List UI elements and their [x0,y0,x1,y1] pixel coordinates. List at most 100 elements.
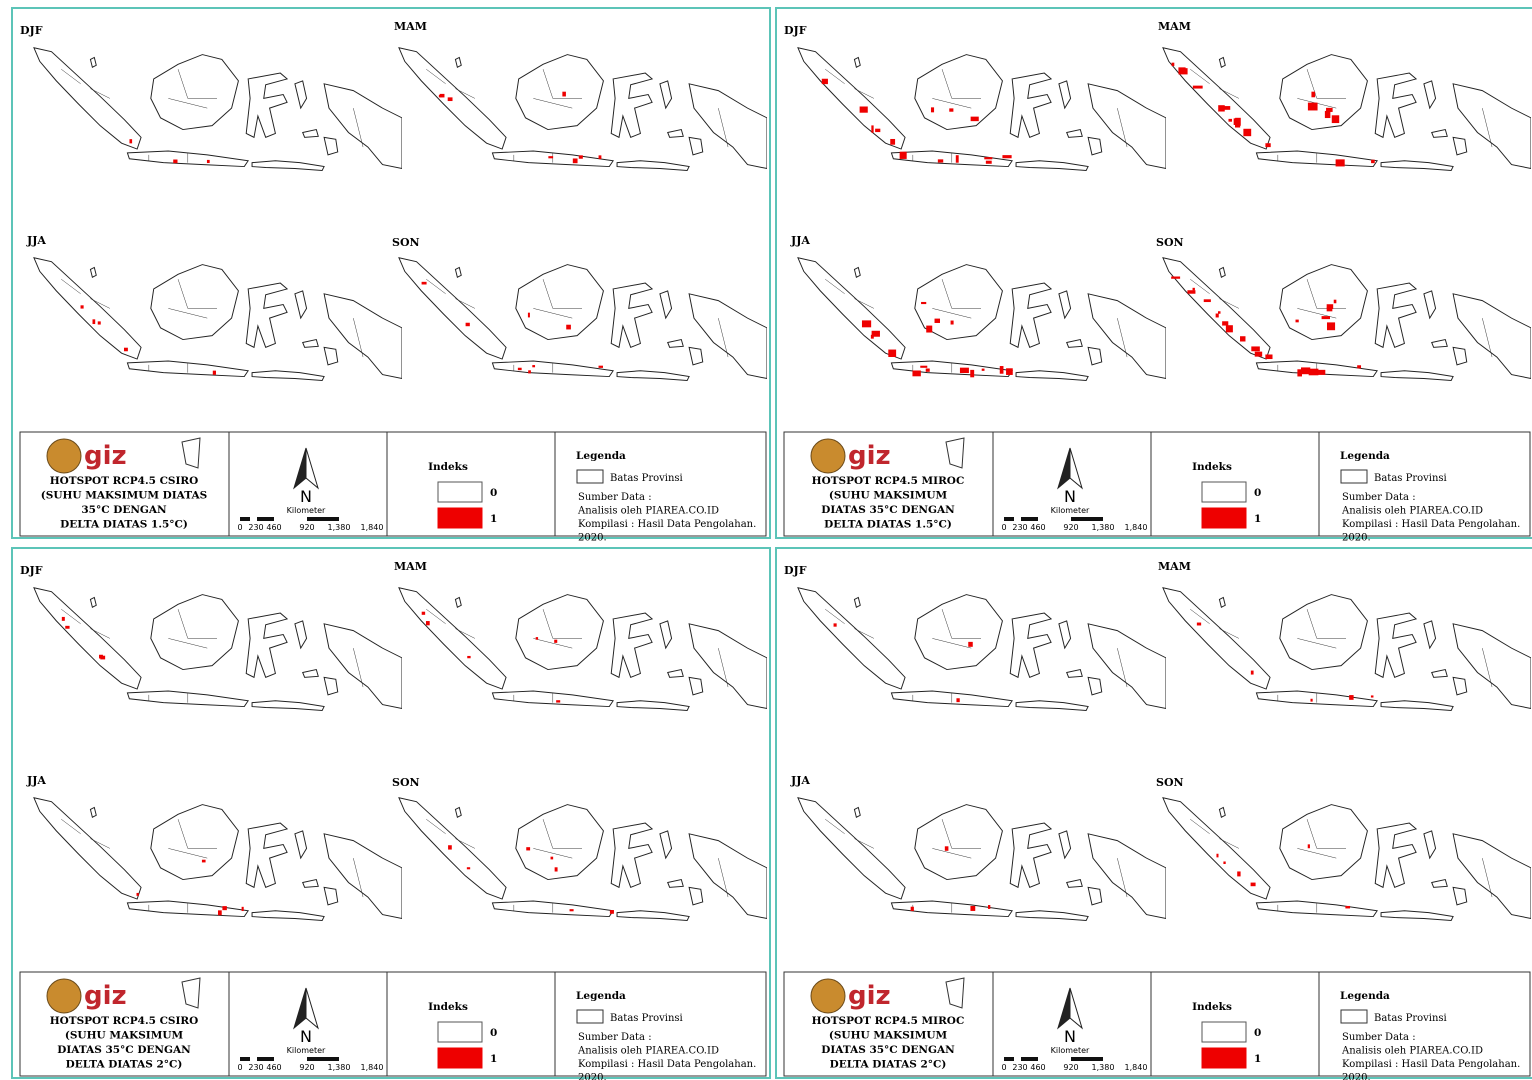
scale-label: 0 [237,1063,242,1072]
hotspot [949,108,953,111]
season-label: DJF [20,564,43,577]
hotspot [951,321,954,325]
hotspot [1240,336,1245,341]
hotspot [81,305,84,308]
hotspot [422,282,427,285]
scale-segment [1038,1057,1071,1061]
season-label: JJA [26,234,46,247]
source-line: 2020. [578,533,607,544]
map-title: DIATAS 35°C DENGAN [57,1044,191,1056]
scale-label: 1,380 [1092,1063,1115,1072]
hotspot [579,155,583,158]
hotspot [1179,68,1188,74]
north-label: N [300,1027,312,1046]
index-label: 1 [1254,1053,1261,1065]
scale-label: 460 [266,1063,281,1072]
hotspot [1326,108,1333,112]
map-title: HOTSPOT RCP4.5 MIROC [812,475,965,487]
hotspot [1204,299,1211,302]
hotspot [137,893,139,896]
hotspot [551,857,554,860]
hotspot [890,139,895,145]
hotspot [1251,346,1260,351]
map-title: (SUHU MAKSIMUM [65,1030,184,1042]
hotspot [931,107,934,112]
hotspot [971,117,979,122]
index-swatch [438,1048,482,1068]
hotspot [1171,276,1180,278]
hotspot [912,370,920,376]
index-swatch [438,1022,482,1042]
source-line: Kompilasi : Hasil Data Pengolahan. [1342,1059,1520,1070]
hotspot [426,621,430,625]
season-label: JJA [790,774,810,787]
hotspot [1325,111,1330,118]
scale-segment [1004,517,1014,521]
index-title: Indeks [1192,461,1232,473]
scale-unit: Kilometer [287,506,326,515]
hotspot [1327,304,1333,309]
scale-label: 1,840 [361,523,384,532]
hotspot [1308,844,1310,848]
scale-label: 1,840 [1125,1063,1148,1072]
hotspot [935,319,940,323]
hotspot [562,92,566,97]
hotspot [1237,871,1240,876]
hotspot [968,642,972,647]
scale-label: 920 [1063,523,1078,532]
hotspot [1218,105,1225,111]
hotspot [1308,103,1318,111]
season-label: MAM [1158,560,1191,573]
hotspot [528,313,530,318]
source-line: Sumber Data : [1342,492,1416,503]
source-line: Sumber Data : [578,1032,652,1043]
scale-segment [274,1057,307,1061]
scale-label: 460 [1030,523,1045,532]
hotspot [875,129,880,132]
hotspot [822,79,828,84]
hotspot [1216,314,1219,318]
legend-item: Batas Provinsi [1374,473,1447,484]
hotspot [570,909,574,911]
hotspot [988,905,990,909]
hotspot [422,612,425,615]
hotspot [1226,325,1233,332]
hotspot [213,371,216,375]
logo-text: giz [84,441,127,471]
index-label: 0 [1254,487,1261,499]
scale-label: 0 [1001,523,1006,532]
hotspot [518,368,522,370]
legend-swatch [577,1010,603,1023]
hotspot [900,152,907,159]
map-title: HOTSPOT RCP4.5 CSIRO [50,475,199,487]
hotspot [65,626,69,629]
hotspot [1251,671,1254,675]
scale-segment [257,1057,274,1061]
index-swatch [1202,482,1246,502]
legend-title: Legenda [576,450,626,462]
map-title: (SUHU MAKSIMUM [829,1030,948,1042]
hotspot [1002,155,1011,158]
season-label: SON [392,236,420,249]
north-label: N [300,487,312,506]
scale-label: 1,380 [328,1063,351,1072]
source-line: Analisis oleh PIAREA.CO.ID [1341,1046,1483,1057]
hotspot [555,867,558,871]
hotspot [207,160,210,163]
north-label: N [1064,1027,1076,1046]
legend-title: Legenda [576,990,626,1002]
scale-segment [1103,517,1136,521]
hotspot [173,160,177,164]
scale-label: 0 [1001,1063,1006,1072]
hotspot [548,156,553,158]
hotspot [532,365,535,367]
panel: DJFMAMJJASONgizHOTSPOT RCP4.5 MIROC(SUHU… [776,548,1532,1080]
hotspot [1296,320,1299,323]
index-title: Indeks [428,1001,468,1013]
hotspot [871,125,873,132]
hotspot [1172,63,1175,66]
source-line: Kompilasi : Hasil Data Pengolahan. [578,1059,756,1070]
scale-label: 1,380 [1092,523,1115,532]
scale-segment [307,517,339,521]
season-label: DJF [784,24,807,37]
